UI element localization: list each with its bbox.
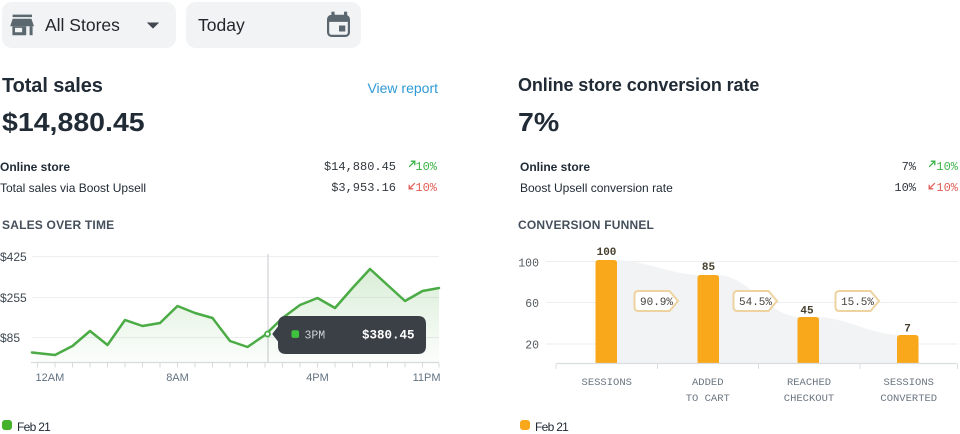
svg-text:8AM: 8AM xyxy=(166,372,189,384)
svg-text:ADDED: ADDED xyxy=(692,377,724,389)
svg-text:4PM: 4PM xyxy=(306,372,329,384)
svg-text:20: 20 xyxy=(525,340,539,353)
svg-text:100: 100 xyxy=(518,258,539,271)
svg-text:REACHED: REACHED xyxy=(787,377,831,389)
svg-text:45: 45 xyxy=(800,306,814,318)
svg-text:7: 7 xyxy=(904,324,911,336)
svg-text:12AM: 12AM xyxy=(36,372,65,384)
svg-text:15.5%: 15.5% xyxy=(841,297,874,309)
svg-text:100: 100 xyxy=(597,247,617,259)
svg-text:SESSIONS: SESSIONS xyxy=(884,377,934,389)
svg-text:3PM: 3PM xyxy=(305,329,326,342)
svg-text:$85: $85 xyxy=(0,331,20,345)
svg-text:$255: $255 xyxy=(0,291,27,305)
svg-text:CONVERTED: CONVERTED xyxy=(880,393,937,405)
svg-text:SESSIONS: SESSIONS xyxy=(582,377,632,389)
svg-text:TO CART: TO CART xyxy=(686,393,730,405)
svg-text:60: 60 xyxy=(525,298,539,311)
svg-text:54.5%: 54.5% xyxy=(739,297,772,309)
svg-text:90.9%: 90.9% xyxy=(640,297,673,309)
svg-text:$380.45: $380.45 xyxy=(362,329,415,343)
svg-text:85: 85 xyxy=(702,262,716,274)
svg-text:$425: $425 xyxy=(0,250,27,264)
svg-text:11PM: 11PM xyxy=(413,372,441,384)
svg-text:CHECKOUT: CHECKOUT xyxy=(784,393,834,405)
